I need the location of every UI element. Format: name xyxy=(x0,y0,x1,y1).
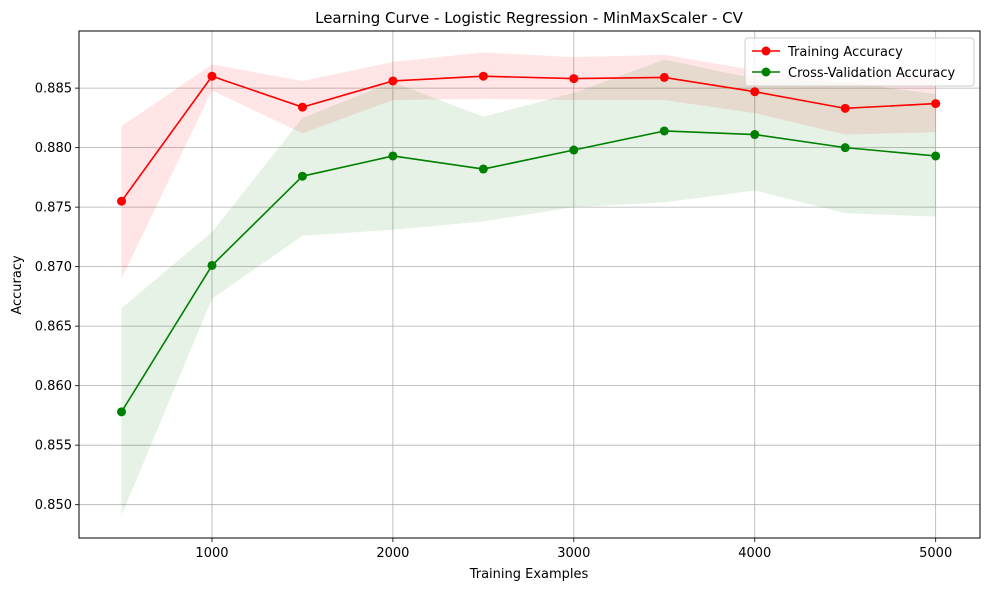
data-point xyxy=(750,87,760,97)
legend-box xyxy=(744,37,975,87)
data-point xyxy=(569,74,579,84)
y-tick-label: 0.875 xyxy=(35,201,72,216)
y-axis-label: Accuracy xyxy=(10,255,25,315)
confidence-bands xyxy=(121,52,936,516)
chart-title: Learning Curve - Logistic Regression - M… xyxy=(315,9,743,27)
series-lines xyxy=(120,75,936,413)
data-point xyxy=(297,102,307,112)
series-line-1 xyxy=(120,130,936,413)
y-axis-ticks: 0.850 0.855 0.860 0.865 0.870 0.875 0.880 0.885 xyxy=(35,82,79,513)
confidence-band-0 xyxy=(121,52,936,279)
data-point xyxy=(840,103,850,113)
x-axis-label: Training Examples xyxy=(469,567,589,582)
x-axis-ticks: 1000 2000 3000 4000 5000 xyxy=(195,538,952,561)
data-point xyxy=(931,99,941,109)
data-point xyxy=(388,76,398,86)
x-tick-label: 4000 xyxy=(738,546,771,561)
x-tick-label: 2000 xyxy=(376,546,409,561)
x-tick-label: 1000 xyxy=(195,546,228,561)
y-tick-label: 0.885 xyxy=(35,82,72,97)
confidence-band-1 xyxy=(121,59,936,516)
y-tick-label: 0.865 xyxy=(35,320,72,335)
data-point xyxy=(207,71,217,81)
legend-training-marker xyxy=(761,46,771,56)
data-point xyxy=(388,151,398,161)
y-tick-label: 0.880 xyxy=(35,141,72,156)
data-point xyxy=(840,143,850,153)
legend: Training Accuracy Cross-Validation Accur… xyxy=(744,37,975,87)
y-tick-label: 0.860 xyxy=(35,379,72,394)
y-tick-label: 0.870 xyxy=(35,260,72,275)
data-point xyxy=(931,151,941,161)
data-point xyxy=(659,72,669,82)
legend-cv-marker xyxy=(761,67,771,77)
data-point xyxy=(297,171,307,181)
y-tick-label: 0.855 xyxy=(35,439,72,454)
legend-cv-label: Cross-Validation Accuracy xyxy=(788,66,956,81)
x-tick-label: 3000 xyxy=(557,546,590,561)
data-point xyxy=(207,260,217,270)
series-line-0 xyxy=(120,75,936,202)
x-tick-label: 5000 xyxy=(919,546,952,561)
y-tick-label: 0.850 xyxy=(35,498,72,513)
data-point xyxy=(117,407,127,417)
data-point xyxy=(478,71,488,81)
grid xyxy=(79,31,980,538)
legend-training-label: Training Accuracy xyxy=(787,45,903,60)
series-points xyxy=(117,71,941,417)
data-point xyxy=(478,164,488,174)
plot-frame xyxy=(78,30,981,539)
data-point xyxy=(569,145,579,155)
data-point xyxy=(117,196,127,206)
data-point xyxy=(659,126,669,136)
data-point xyxy=(750,130,760,140)
